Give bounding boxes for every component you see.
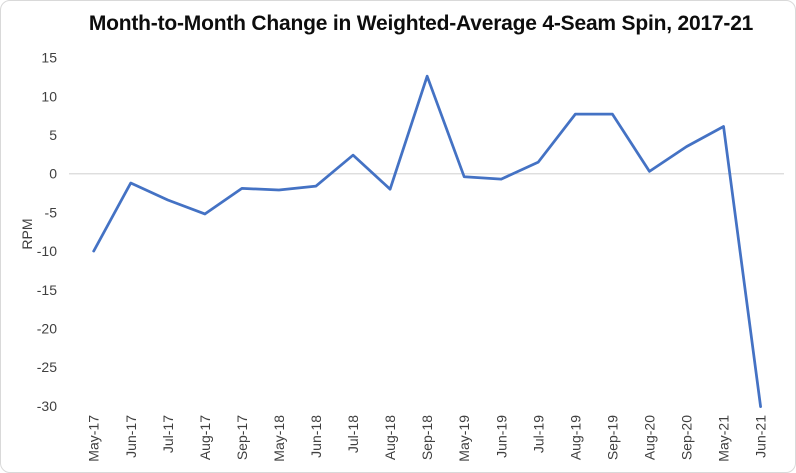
y-tick-label: 10 <box>41 88 57 104</box>
x-tick-label: Sep-17 <box>234 415 250 460</box>
y-axis-title: RPM <box>19 218 35 249</box>
y-axis-tick-labels: 15 10 5 0 -5 -10 -15 -20 -25 -30 <box>37 50 57 414</box>
y-tick-label: -15 <box>37 282 57 298</box>
x-tick-label: May-17 <box>86 415 102 462</box>
x-tick-label: Aug-17 <box>197 415 213 460</box>
chart-title: Month-to-Month Change in Weighted-Averag… <box>88 12 754 35</box>
y-tick-label: -25 <box>37 359 57 375</box>
x-tick-label: Sep-18 <box>419 415 435 460</box>
x-tick-label: Jun-18 <box>308 415 324 458</box>
y-tick-label: 15 <box>41 50 57 66</box>
x-tick-label: May-19 <box>456 415 472 462</box>
x-tick-label: Jul-18 <box>345 415 361 453</box>
x-tick-label: Aug-18 <box>382 415 398 460</box>
x-tick-label: May-21 <box>716 415 732 462</box>
x-tick-label: Aug-20 <box>641 415 657 460</box>
x-tick-label: Jun-19 <box>493 415 509 458</box>
x-tick-label: Sep-19 <box>604 415 620 460</box>
y-tick-label: 5 <box>49 127 57 143</box>
x-tick-label: Jun-17 <box>123 415 139 458</box>
x-tick-label: May-18 <box>271 415 287 462</box>
x-tick-label: Jul-17 <box>160 415 176 453</box>
data-series <box>92 74 762 409</box>
x-tick-label: Jun-21 <box>753 415 769 458</box>
x-tick-label: Jul-19 <box>530 415 546 453</box>
x-tick-label: Sep-20 <box>679 415 695 460</box>
x-tick-label: Aug-19 <box>567 415 583 460</box>
x-axis-tick-labels: May-17 Jun-17 Jul-17 Aug-17 Sep-17 May-18 Jun-… <box>86 415 769 462</box>
y-tick-label: -30 <box>37 398 57 414</box>
y-tick-label: -10 <box>37 243 57 259</box>
y-tick-label: 0 <box>49 166 57 182</box>
y-tick-label: -5 <box>45 204 58 220</box>
y-tick-label: -20 <box>37 321 57 337</box>
spin-change-line <box>92 74 762 409</box>
